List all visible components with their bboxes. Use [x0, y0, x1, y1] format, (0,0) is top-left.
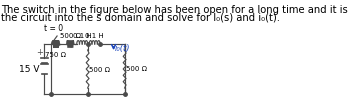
Text: the circuit into the s domain and solve for I₀(s) and i₀(t).: the circuit into the s domain and solve … [1, 13, 280, 23]
Text: 15 V: 15 V [19, 65, 40, 74]
Text: 0.1 H: 0.1 H [73, 33, 92, 39]
Text: The switch in the figure below has been open for a long time and it is closed at: The switch in the figure below has been … [1, 5, 350, 15]
Text: 500 Ω: 500 Ω [60, 33, 81, 39]
Text: 500 Ω: 500 Ω [89, 66, 110, 72]
Text: 500 Ω: 500 Ω [126, 65, 147, 71]
Text: t = 0: t = 0 [44, 24, 63, 33]
Text: i₀(t): i₀(t) [115, 44, 130, 53]
Text: 0.1 H: 0.1 H [85, 33, 104, 39]
Text: +: + [36, 48, 43, 57]
Text: 750 Ω: 750 Ω [46, 52, 66, 57]
